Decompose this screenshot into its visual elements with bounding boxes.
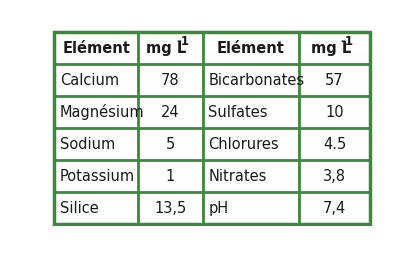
Text: Calcium: Calcium [60,73,119,88]
Text: 57: 57 [325,73,343,88]
Text: Potassium: Potassium [60,169,135,184]
Text: mg L: mg L [310,41,350,56]
Text: pH: pH [208,201,228,216]
Text: Nitrates: Nitrates [208,169,266,184]
Text: 5: 5 [165,137,175,152]
Text: 7,4: 7,4 [322,201,345,216]
Text: 4.5: 4.5 [322,137,345,152]
Text: 78: 78 [161,73,179,88]
Text: Silice: Silice [60,201,99,216]
Text: Chlorures: Chlorures [208,137,278,152]
Text: 13,5: 13,5 [154,201,186,216]
Text: Magnésium: Magnésium [60,104,145,120]
Text: -1: -1 [339,35,352,47]
Text: 24: 24 [161,105,179,120]
Text: Elément: Elément [216,41,284,56]
Text: Sodium: Sodium [60,137,115,152]
Text: Sulfates: Sulfates [208,105,267,120]
Text: Elément: Elément [62,41,130,56]
Text: 1: 1 [165,169,175,184]
Text: 3,8: 3,8 [322,169,345,184]
Text: -1: -1 [176,35,189,47]
Text: 10: 10 [325,105,343,120]
Text: Bicarbonates: Bicarbonates [208,73,304,88]
Text: mg L: mg L [146,41,186,56]
